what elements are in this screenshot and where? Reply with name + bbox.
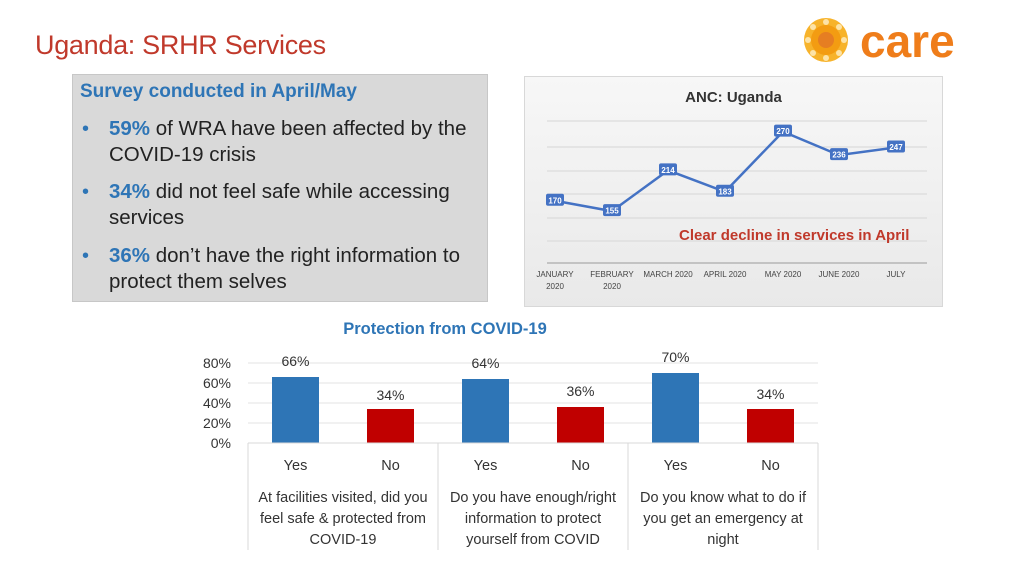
anc-data-label-text: 155 — [605, 207, 619, 216]
anc-data-label: 270 — [774, 124, 792, 137]
bar-no — [557, 407, 604, 443]
anc-x-tick-label: JANUARY — [536, 270, 574, 279]
bar-yes — [652, 373, 699, 443]
anc-data-label-text: 170 — [548, 196, 562, 205]
group-label: Do you have enough/right information to p… — [450, 490, 616, 548]
anc-data-label-text: 183 — [718, 187, 732, 196]
anc-x-tick-label: APRIL 2020 — [704, 270, 747, 279]
anc-data-label-box — [830, 148, 848, 161]
anc-chart-panel: ANC: Uganda 170 155 214 183 270 236 247 JANUARY… — [524, 76, 943, 307]
anc-annotation: Clear decline in services in April — [679, 227, 910, 244]
anc-data-label-box — [659, 163, 677, 176]
anc-data-label-text: 214 — [661, 166, 675, 175]
page-title: Uganda: SRHR Services — [35, 30, 326, 60]
bar-data-label: 34% — [756, 386, 784, 402]
anc-x-tick-label: JUNE 2020 — [819, 270, 860, 279]
bar-no — [367, 409, 414, 443]
x-category-label: Yes — [284, 458, 308, 474]
survey-pct: 36% — [109, 244, 151, 267]
bar-data-label: 70% — [661, 349, 689, 365]
anc-x-tick-label: 2020 — [546, 282, 564, 291]
x-category-label: No — [761, 458, 780, 474]
anc-x-tick-label: FEBRUARY — [590, 270, 634, 279]
y-tick-label: 60% — [203, 375, 231, 391]
survey-pct: 34% — [109, 180, 151, 203]
protection-chart-title: Protection from COVID-19 — [343, 320, 547, 338]
anc-x-tick-label: 2020 — [603, 282, 621, 291]
anc-data-label-text: 247 — [889, 143, 903, 152]
y-tick-label: 40% — [203, 395, 231, 411]
bar-data-label: 34% — [376, 387, 404, 403]
group-label-line: COVID-19 — [310, 532, 377, 548]
anc-data-label: 170 — [546, 193, 564, 206]
anc-data-label-box — [887, 140, 905, 153]
y-tick-label: 80% — [203, 355, 231, 371]
group-label: Do you know what to do if you get an emer… — [640, 490, 807, 548]
anc-data-label-text: 236 — [832, 151, 846, 160]
anc-data-label: 155 — [603, 204, 621, 217]
anc-data-label-box — [716, 184, 734, 197]
anc-data-label-box — [774, 124, 792, 137]
anc-data-label: 236 — [830, 148, 848, 161]
care-logo: care — [804, 15, 955, 67]
group-label-line: information to protect — [465, 511, 601, 527]
x-category-label: Yes — [664, 458, 688, 474]
bar-yes — [462, 379, 509, 443]
anc-line-chart: 170 155 214 183 270 236 247 JANUARY 2020 FEBRUARY… — [536, 120, 927, 291]
anc-chart-title: ANC: Uganda — [685, 89, 782, 106]
x-category-label: Yes — [474, 458, 498, 474]
bar-data-label: 36% — [566, 383, 594, 399]
bar-data-label: 66% — [281, 353, 309, 369]
anc-data-label: 183 — [716, 184, 734, 197]
bar-yes — [272, 377, 319, 443]
group-label-line: yourself from COVID — [466, 532, 600, 548]
anc-x-tick-label: JULY — [887, 270, 907, 279]
bullet-icon: • — [82, 181, 90, 203]
x-category-label: No — [571, 458, 590, 474]
group-label-line: you get an emergency at — [643, 511, 803, 527]
survey-panel: Survey conducted in April/May • 59% of W… — [72, 74, 488, 302]
group-label-line: Do you have enough/right — [450, 490, 616, 506]
survey-heading: Survey conducted in April/May — [80, 81, 357, 102]
anc-data-label-box — [546, 193, 564, 206]
care-logo-emblem — [804, 18, 848, 62]
bar-data-label: 64% — [471, 355, 499, 371]
care-logo-wordmark: care — [860, 15, 955, 67]
bullet-icon: • — [82, 245, 90, 267]
y-tick-label: 20% — [203, 415, 231, 431]
bar-no — [747, 409, 794, 443]
survey-text: of WRA have been affected by the COVID-1… — [109, 117, 467, 166]
group-label: At facilities visited, did you feel safe … — [258, 490, 427, 548]
group-label-line: night — [707, 532, 738, 548]
anc-data-label: 214 — [659, 163, 677, 176]
survey-pct: 59% — [109, 117, 151, 140]
anc-x-tick-label: MAY 2020 — [765, 270, 802, 279]
y-tick-label: 0% — [211, 435, 231, 451]
anc-data-label-box — [603, 204, 621, 217]
survey-text: did not feel safe while accessing servic… — [109, 180, 450, 229]
survey-text: don’t have the right information to prot… — [109, 244, 460, 293]
bullet-icon: • — [82, 118, 90, 140]
x-category-label: No — [381, 458, 400, 474]
anc-data-label-text: 270 — [776, 127, 790, 136]
group-label-line: feel safe & protected from — [260, 511, 426, 527]
group-label-line: Do you know what to do if — [640, 490, 807, 506]
anc-x-tick-label: MARCH 2020 — [643, 270, 693, 279]
group-label-line: At facilities visited, did you — [258, 490, 427, 506]
anc-data-label: 247 — [887, 140, 905, 153]
